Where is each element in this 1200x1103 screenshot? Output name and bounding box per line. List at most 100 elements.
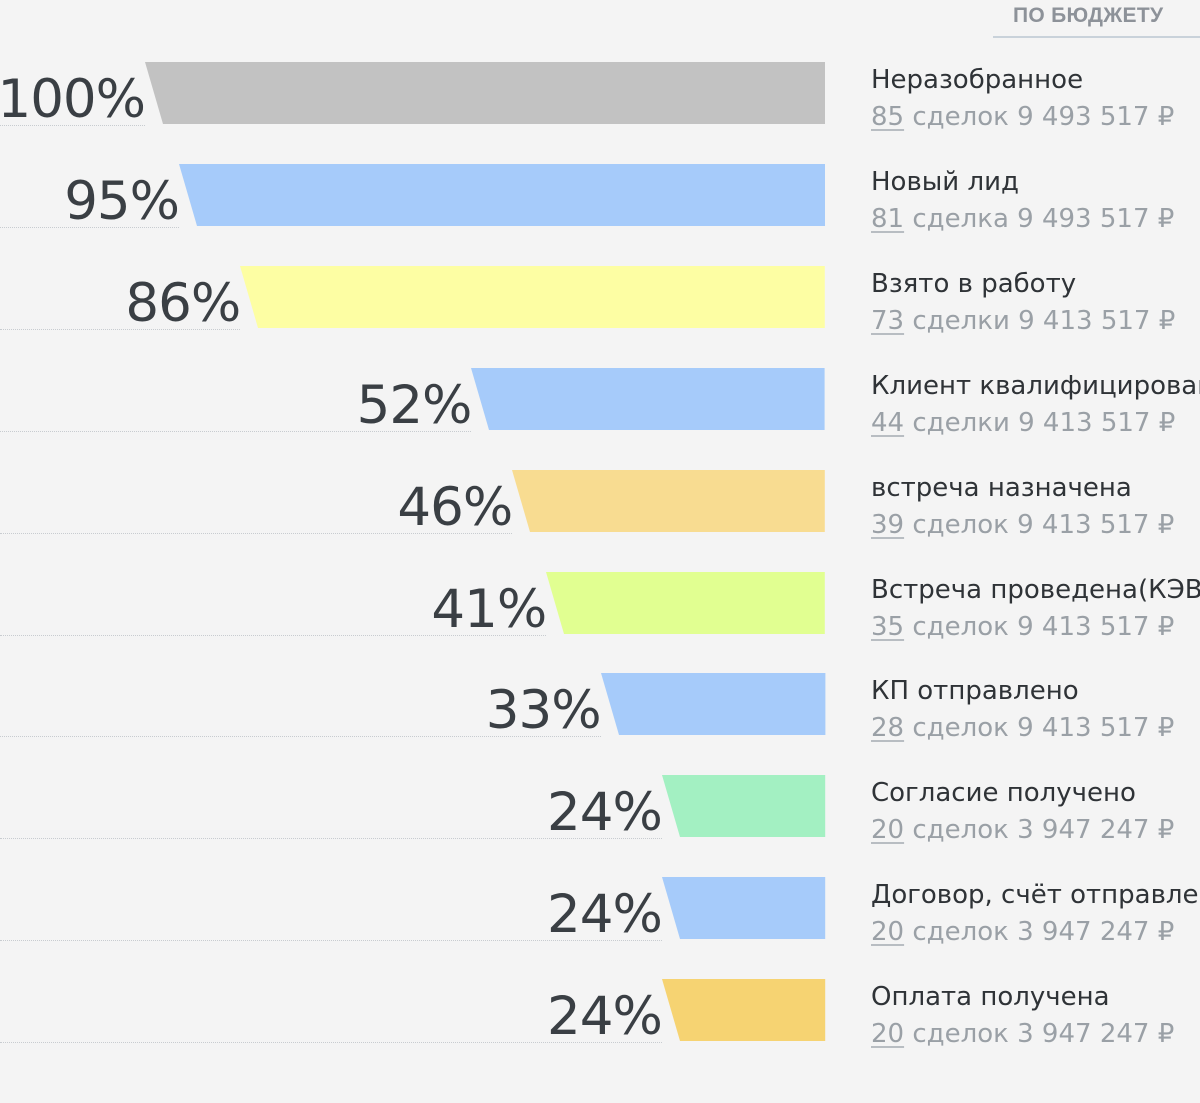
deals-sum: 9 413 517 ₽ [1018,306,1176,336]
row-guide-line [0,533,513,534]
stage-meta: 81 сделка 9 493 517 ₽ [871,203,1174,235]
stage-name: Договор, счёт отправлен [871,880,1200,910]
funnel-row: 41% Встреча проведена(КЭВ) 35 сделок 9 413… [0,572,1200,642]
deals-count-word: сделки [904,306,1019,336]
deals-count-word: сделки [904,408,1019,438]
funnel-bar-shape [145,62,825,124]
tab-by-budget[interactable]: ПО БЮДЖЕТУ [993,0,1200,38]
percent-label: 86% [125,273,241,334]
stage-name: КП отправлено [871,676,1079,706]
deals-count-word: сделок [904,102,1018,132]
stage-meta: 20 сделок 3 947 247 ₽ [871,1018,1174,1050]
stage-meta: 35 сделок 9 413 517 ₽ [871,611,1174,643]
deals-count-link[interactable]: 35 [871,612,905,642]
stage-meta: 85 сделок 9 493 517 ₽ [871,101,1174,133]
stage-meta: 73 сделки 9 413 517 ₽ [871,305,1175,337]
stage-meta: 20 сделок 3 947 247 ₽ [871,916,1174,948]
funnel-bar-shape [512,470,825,532]
funnel-bar-shape [661,979,825,1041]
stage-name: Встреча проведена(КЭВ) [871,575,1200,605]
funnel-bar-shape [546,572,825,634]
deals-count-word: сделок [904,815,1018,845]
deals-sum: 3 947 247 ₽ [1017,917,1175,947]
deals-count-word: сделок [904,713,1018,743]
stage-meta: 20 сделок 3 947 247 ₽ [871,814,1174,846]
deals-count-link[interactable]: 39 [871,510,905,540]
deals-count-word: сделок [904,510,1018,540]
funnel-bar-shape [661,877,825,939]
funnel-bar-shape [600,673,825,735]
funnel-row: 86% Взято в работу 73 сделки 9 413 517 ₽ [0,266,1200,336]
deals-count-link[interactable]: 81 [871,204,905,234]
funnel-bar-shape [240,266,825,328]
stage-name: Согласие получено [871,778,1136,808]
deals-count-link[interactable]: 85 [871,102,905,132]
deals-count-link[interactable]: 28 [871,713,905,743]
deals-count-link[interactable]: 20 [871,917,905,947]
deals-count-word: сделок [904,612,1018,642]
funnel-row: 24% Оплата получена 20 сделок 3 947 247 ₽ [0,979,1200,1049]
funnel-row: 46% встреча назначена 39 сделок 9 413 517 … [0,470,1200,540]
percent-label: 24% [547,884,663,945]
funnel-row: 24% Договор, счёт отправлен 20 сделок 3 94… [0,877,1200,947]
stage-meta: 28 сделок 9 413 517 ₽ [871,712,1174,744]
tab-label: ПО БЮДЖЕТУ [1013,4,1164,27]
row-guide-line [0,940,662,941]
funnel-row: 33% КП отправлено 28 сделок 9 413 517 ₽ [0,673,1200,743]
deals-sum: 3 947 247 ₽ [1017,1019,1175,1049]
percent-label: 41% [431,579,547,640]
percent-label: 33% [485,680,602,741]
deals-sum: 9 413 517 ₽ [1017,510,1175,540]
stage-meta: 44 сделки 9 413 517 ₽ [871,407,1175,439]
funnel-bar-shape [179,164,825,226]
deals-count-link[interactable]: 20 [871,815,905,845]
stage-name: Оплата получена [871,982,1110,1012]
row-guide-line [0,431,472,432]
funnel-bar [661,775,825,837]
percent-label: 52% [356,375,473,436]
row-guide-line [0,838,662,839]
funnel-row: 52% Клиент квалифицирован 44 сделки 9 413 … [0,368,1200,438]
percent-label: 95% [64,171,180,232]
deals-sum: 9 413 517 ₽ [1017,713,1175,743]
percent-label: 46% [397,477,513,538]
funnel-bar [661,979,825,1041]
percent-label: 100% [0,69,146,130]
funnel-bar [512,470,825,532]
funnel-bar [179,164,825,226]
deals-sum: 9 413 517 ₽ [1018,408,1176,438]
row-guide-line [0,635,547,636]
row-guide-line [0,329,241,330]
deals-count-word: сделок [904,917,1018,947]
funnel-row: 24% Согласие получено 20 сделок 3 947 247 … [0,775,1200,845]
funnel-row: 95% Новый лид 81 сделка 9 493 517 ₽ [0,164,1200,234]
deals-count-word: сделка [904,204,1018,234]
funnel-row: 100% Неразобранное 85 сделок 9 493 517 ₽ [0,62,1200,132]
funnel-bar [546,572,825,634]
percent-label: 24% [547,986,663,1047]
row-guide-line [0,736,601,737]
deals-sum: 9 493 517 ₽ [1017,102,1175,132]
deals-sum: 9 413 517 ₽ [1017,612,1175,642]
deals-count-word: сделок [904,1019,1018,1049]
deals-sum: 3 947 247 ₽ [1017,815,1175,845]
row-guide-line [0,1042,662,1043]
row-guide-line [0,125,145,126]
funnel-bar [600,673,825,735]
funnel-bar [471,368,825,430]
deals-sum: 9 493 517 ₽ [1017,204,1175,234]
stage-name: Клиент квалифицирован [871,371,1200,401]
stage-name: встреча назначена [871,473,1132,503]
stage-meta: 39 сделок 9 413 517 ₽ [871,509,1174,541]
funnel-bar [661,877,825,939]
stage-name: Неразобранное [871,65,1084,95]
deals-count-link[interactable]: 44 [871,408,905,438]
deals-count-link[interactable]: 73 [871,306,905,336]
row-guide-line [0,227,179,228]
stage-name: Взято в работу [871,269,1077,299]
deals-count-link[interactable]: 20 [871,1019,905,1049]
funnel-bar [145,62,825,124]
percent-label: 24% [547,782,663,843]
stage-name: Новый лид [871,167,1019,197]
